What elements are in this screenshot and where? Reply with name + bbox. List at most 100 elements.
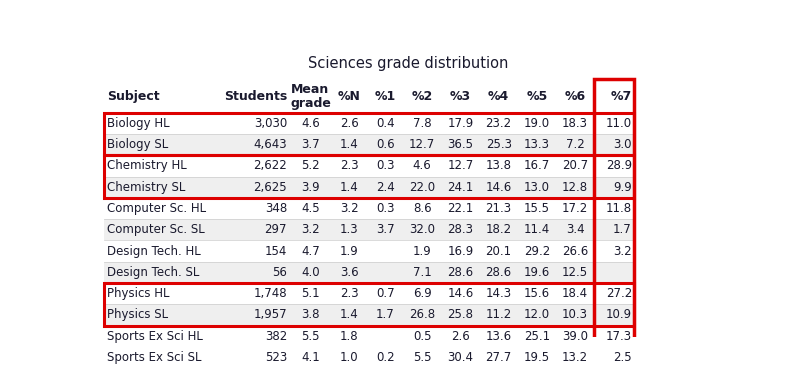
Text: 17.9: 17.9 (447, 117, 474, 130)
Text: 1.7: 1.7 (613, 223, 632, 236)
Text: 0.4: 0.4 (376, 117, 395, 130)
Bar (104, 198, 634, 219)
Text: 19.0: 19.0 (524, 117, 550, 130)
Text: Students: Students (224, 90, 287, 103)
Text: 1.4: 1.4 (340, 309, 359, 321)
Text: 29.2: 29.2 (524, 244, 550, 258)
Text: 0.2: 0.2 (376, 351, 395, 364)
Text: 0.3: 0.3 (376, 202, 394, 215)
Text: 1.9: 1.9 (413, 244, 431, 258)
Text: 56: 56 (272, 266, 287, 279)
Bar (104, 283, 634, 326)
Text: 13.3: 13.3 (524, 138, 550, 151)
Text: 4.6: 4.6 (301, 117, 320, 130)
Text: %1: %1 (374, 90, 396, 103)
Text: Biology SL: Biology SL (107, 138, 168, 151)
Text: 26.6: 26.6 (562, 244, 588, 258)
Bar (104, 304, 634, 326)
Text: 18.2: 18.2 (486, 223, 512, 236)
Text: 36.5: 36.5 (447, 138, 474, 151)
Text: 5.2: 5.2 (301, 159, 320, 172)
Text: 27.7: 27.7 (486, 351, 512, 364)
Bar (104, 113, 634, 155)
Text: 6.9: 6.9 (413, 287, 431, 300)
Text: 14.6: 14.6 (486, 181, 512, 194)
Text: 5.5: 5.5 (413, 351, 431, 364)
Text: 21.3: 21.3 (486, 202, 512, 215)
Text: 4.6: 4.6 (413, 159, 431, 172)
Bar (104, 326, 634, 347)
Text: Computer Sc. SL: Computer Sc. SL (107, 223, 205, 236)
Text: 3.8: 3.8 (301, 309, 320, 321)
Text: 382: 382 (265, 330, 287, 343)
Text: 28.6: 28.6 (486, 266, 512, 279)
Text: %N: %N (338, 90, 361, 103)
Bar (104, 113, 634, 134)
Text: 17.2: 17.2 (562, 202, 588, 215)
Text: 1.4: 1.4 (340, 181, 359, 194)
Text: 4.7: 4.7 (301, 244, 320, 258)
Text: 3,030: 3,030 (254, 117, 287, 130)
Text: Computer Sc. HL: Computer Sc. HL (107, 202, 206, 215)
Text: 3.4: 3.4 (566, 223, 584, 236)
Text: 28.6: 28.6 (447, 266, 474, 279)
Bar (104, 155, 634, 177)
Text: 10.3: 10.3 (562, 309, 588, 321)
Text: 3.2: 3.2 (613, 244, 632, 258)
Text: 39.0: 39.0 (562, 330, 588, 343)
Text: 14.6: 14.6 (447, 287, 474, 300)
Text: 19.6: 19.6 (524, 266, 550, 279)
Text: 3.7: 3.7 (376, 223, 395, 236)
Bar (595, 79, 634, 368)
Text: 3.2: 3.2 (301, 223, 320, 236)
Text: 4.0: 4.0 (301, 266, 320, 279)
Text: 19.5: 19.5 (524, 351, 550, 364)
Text: 3.9: 3.9 (301, 181, 320, 194)
Text: 16.7: 16.7 (524, 159, 550, 172)
Bar (104, 347, 634, 368)
Text: Subject: Subject (107, 90, 159, 103)
Text: %6: %6 (564, 90, 586, 103)
Text: 13.0: 13.0 (524, 181, 550, 194)
Text: 11.0: 11.0 (606, 117, 632, 130)
Text: 25.1: 25.1 (524, 330, 550, 343)
Text: 11.2: 11.2 (486, 309, 512, 321)
Text: Sports Ex Sci HL: Sports Ex Sci HL (107, 330, 203, 343)
Text: 13.8: 13.8 (486, 159, 512, 172)
Text: 32.0: 32.0 (409, 223, 435, 236)
Text: 348: 348 (265, 202, 287, 215)
Text: 30.4: 30.4 (447, 351, 474, 364)
Text: 20.1: 20.1 (486, 244, 512, 258)
Text: 12.7: 12.7 (409, 138, 435, 151)
Text: 7.8: 7.8 (413, 117, 431, 130)
Text: 5.5: 5.5 (301, 330, 320, 343)
Bar (104, 79, 634, 113)
Text: 1.8: 1.8 (340, 330, 359, 343)
Text: Sports Ex Sci SL: Sports Ex Sci SL (107, 351, 201, 364)
Text: 3.6: 3.6 (340, 266, 359, 279)
Text: 3.7: 3.7 (301, 138, 320, 151)
Text: %2: %2 (412, 90, 433, 103)
Text: 18.3: 18.3 (562, 117, 588, 130)
Bar (104, 283, 634, 304)
Bar (104, 155, 634, 198)
Text: 2.3: 2.3 (340, 287, 359, 300)
Text: 1.9: 1.9 (340, 244, 359, 258)
Text: 8.6: 8.6 (413, 202, 431, 215)
Text: 1,957: 1,957 (253, 309, 287, 321)
Text: 523: 523 (265, 351, 287, 364)
Bar (104, 177, 634, 198)
Text: 154: 154 (264, 244, 287, 258)
Text: 14.3: 14.3 (486, 287, 512, 300)
Text: 18.4: 18.4 (562, 287, 588, 300)
Text: 28.3: 28.3 (447, 223, 474, 236)
Text: 3.0: 3.0 (614, 138, 632, 151)
Text: %7: %7 (611, 90, 632, 103)
Text: Mean
grade: Mean grade (290, 83, 331, 110)
Text: 4.5: 4.5 (301, 202, 320, 215)
Text: 2.5: 2.5 (613, 351, 632, 364)
Text: 15.5: 15.5 (524, 202, 550, 215)
Text: 11.8: 11.8 (606, 202, 632, 215)
Bar (104, 134, 634, 155)
Text: 0.6: 0.6 (376, 138, 395, 151)
